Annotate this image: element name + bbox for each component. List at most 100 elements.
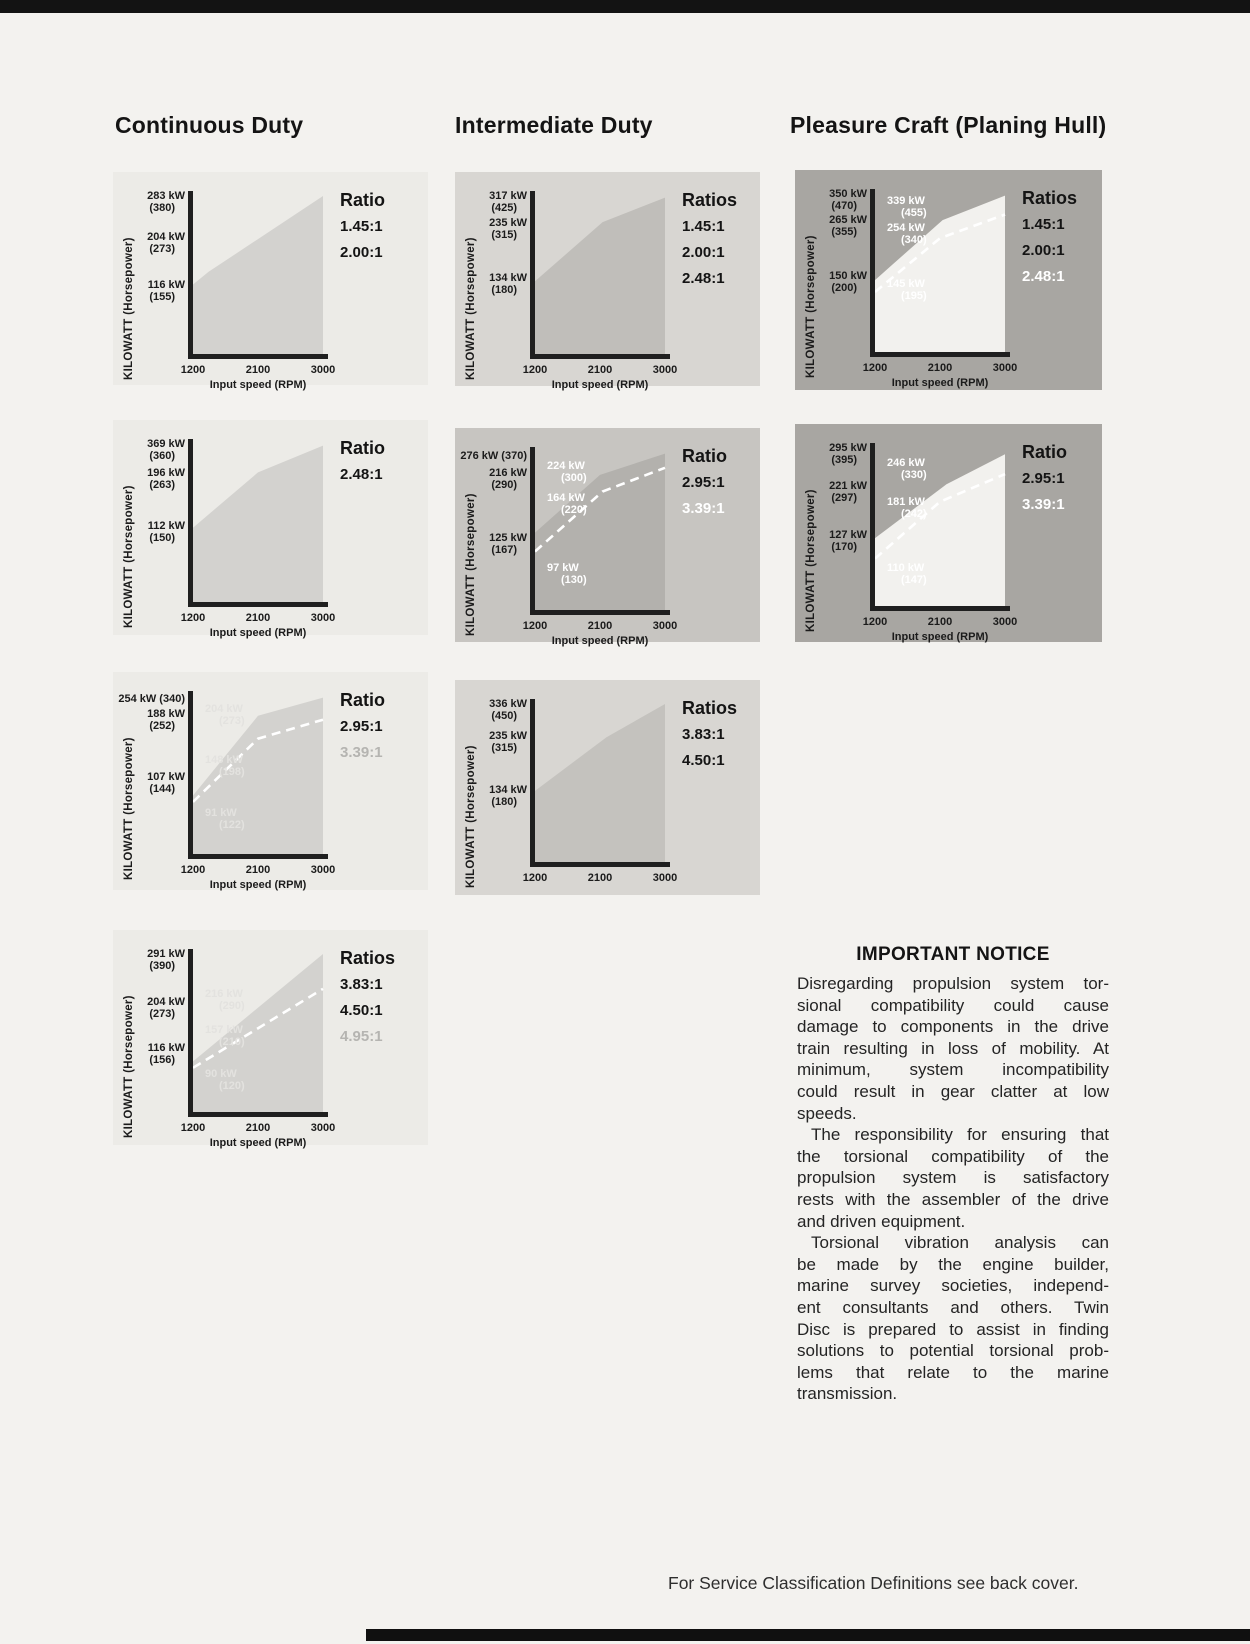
x-axis-label: Input speed (RPM)	[891, 631, 989, 643]
inner-power-label: 204 kW (273)	[205, 703, 245, 727]
hp-value: (198)	[219, 765, 245, 778]
notice-title: IMPORTANT NOTICE	[856, 944, 1050, 965]
y-axis	[188, 439, 193, 607]
hp-value: (122)	[219, 819, 245, 832]
x-tick: 1200	[180, 864, 206, 876]
ratio-title: Ratios	[682, 190, 738, 210]
chart-panel-intermediate-duty-1: KILOWATT (Horsepower) 317 kW (425) 235 kW (3…	[455, 172, 760, 391]
plot-svg	[188, 691, 328, 859]
ratio-legend: Ratio 2.95:1 3.39:1	[1022, 442, 1067, 522]
power-area-fill	[875, 454, 1005, 606]
hp-value: (273)	[149, 243, 175, 256]
power-area-fill	[535, 197, 665, 354]
y-axis-label: 150 kW (200)	[829, 270, 867, 294]
y-axis-label: 317 kW (425)	[489, 190, 527, 214]
hp-value: (425)	[491, 202, 517, 215]
power-area-fill	[535, 704, 665, 862]
x-axis	[188, 602, 328, 607]
y-axis-title: KILOWATT (Horsepower)	[465, 745, 477, 888]
x-tick: 3000	[652, 872, 678, 884]
ratio-legend: Ratios 3.83:1 4.50:1 4.95:1	[340, 948, 395, 1054]
y-axis-label: 235 kW (315)	[489, 217, 527, 241]
ratio-title: Ratios	[340, 948, 396, 968]
notice-text-line: train resulting in loss of mobility. At	[797, 1038, 1109, 1058]
inner-power-label: 145 kW (195)	[887, 278, 927, 302]
inner-power-label: 148 kW (198)	[205, 754, 245, 778]
hp-value: (180)	[491, 795, 517, 808]
footer-note: For Service Classification Definitions s…	[668, 1573, 1079, 1593]
kw-value: 224 kW	[547, 459, 585, 472]
hp-value: (290)	[219, 999, 245, 1012]
ratio-legend: Ratios 3.83:1 4.50:1	[682, 698, 737, 778]
x-tick: 2100	[587, 620, 613, 632]
notice-text-line: sional compatibility could cause	[797, 995, 1109, 1015]
x-tick: 1200	[862, 362, 888, 374]
hp-value: (455)	[901, 206, 927, 219]
x-tick: 2100	[587, 872, 613, 884]
important-notice: IMPORTANT NOTICE Disregarding propulsion…	[797, 944, 1109, 1405]
x-tick: 3000	[310, 364, 336, 376]
y-axis-label: 216 kW (290)	[489, 467, 527, 491]
ratio-value: 2.00:1	[682, 244, 725, 261]
power-area-fill	[535, 453, 665, 610]
hp-value: (297)	[831, 492, 857, 505]
chart-panel-pleasure-craft-2: KILOWATT (Horsepower) 295 kW (395) 221 kW (2…	[795, 424, 1102, 643]
x-tick: 2100	[245, 612, 271, 624]
kw-value: 112 kW	[147, 520, 185, 533]
ratio-title: Ratio	[340, 438, 385, 458]
x-tick: 1200	[180, 1122, 206, 1134]
kw-value: 91 kW	[205, 807, 237, 820]
hp-value: (144)	[149, 782, 175, 795]
x-tick: 1200	[522, 364, 548, 376]
power-area-fill	[193, 697, 323, 854]
column-title-intermediate-duty: Intermediate Duty	[455, 112, 653, 138]
inner-power-label: 181 kW (242)	[887, 496, 927, 520]
x-axis-label: Input speed (RPM)	[551, 635, 649, 647]
kw-value: 254 kW	[887, 221, 925, 234]
kw-value: 204 kW	[205, 702, 243, 715]
y-axis-label: 134 kW (180)	[489, 272, 527, 296]
plot-svg	[530, 699, 670, 867]
hp-value: (395)	[831, 454, 857, 467]
y-axis-label: 291 kW (390)	[147, 948, 185, 972]
notice-text-line: damage to components in the drive	[797, 1017, 1109, 1037]
x-axis-label: Input speed (RPM)	[209, 379, 307, 391]
y-axis-label: 116 kW (156)	[148, 1042, 185, 1066]
column-title-continuous-duty: Continuous Duty	[115, 112, 304, 138]
hp-value: (130)	[561, 573, 587, 586]
dashed-ratio-curve	[192, 987, 324, 1069]
notice-text-line: lems that relate to the marine	[797, 1362, 1109, 1382]
notice-text-line: speeds.	[797, 1103, 857, 1123]
notice-text-line: be made by the engine builder,	[797, 1254, 1109, 1274]
chart-panel-continuous-duty-1: KILOWATT (Horsepower) 283 kW (380) 204 kW (2…	[113, 172, 428, 391]
hp-value: (147)	[901, 574, 927, 587]
ratio-title: Ratio	[1022, 442, 1067, 462]
notice-text-line: rests with the assembler of the drive	[797, 1189, 1109, 1209]
hp-value: (300)	[561, 471, 587, 484]
inner-power-label: 216 kW (290)	[205, 988, 245, 1012]
dashed-ratio-curve	[534, 466, 666, 553]
power-area-fill	[193, 196, 323, 354]
kw-value: 90 kW	[205, 1068, 237, 1081]
y-axis-label: 254 kW (340)	[118, 693, 185, 706]
ratio-value: 2.48:1	[340, 466, 383, 483]
x-tick: 3000	[992, 616, 1018, 628]
x-tick: 2100	[245, 864, 271, 876]
hp-value: (170)	[831, 541, 857, 554]
ratio-value: 2.95:1	[340, 718, 383, 735]
inner-power-label: 90 kW (120)	[205, 1068, 245, 1092]
ratio-value: 4.50:1	[682, 752, 725, 769]
hp-value: (390)	[149, 960, 175, 973]
notice-body: Disregarding propulsion system tor-siona…	[797, 973, 1109, 1405]
inner-power-label: 246 kW (330)	[887, 457, 927, 481]
ratio-value: 4.95:1	[340, 1028, 383, 1045]
hp-value: (195)	[901, 290, 927, 303]
ratio-legend: Ratio 2.95:1 3.39:1	[682, 446, 727, 526]
plot-svg	[530, 191, 670, 359]
x-tick: 1200	[522, 620, 548, 632]
hp-value: (355)	[831, 225, 857, 238]
x-axis-label: Input speed (RPM)	[209, 879, 307, 891]
notice-text-line: Disc is prepared to assist in finding	[797, 1319, 1109, 1339]
hp-value: (380)	[149, 202, 175, 215]
